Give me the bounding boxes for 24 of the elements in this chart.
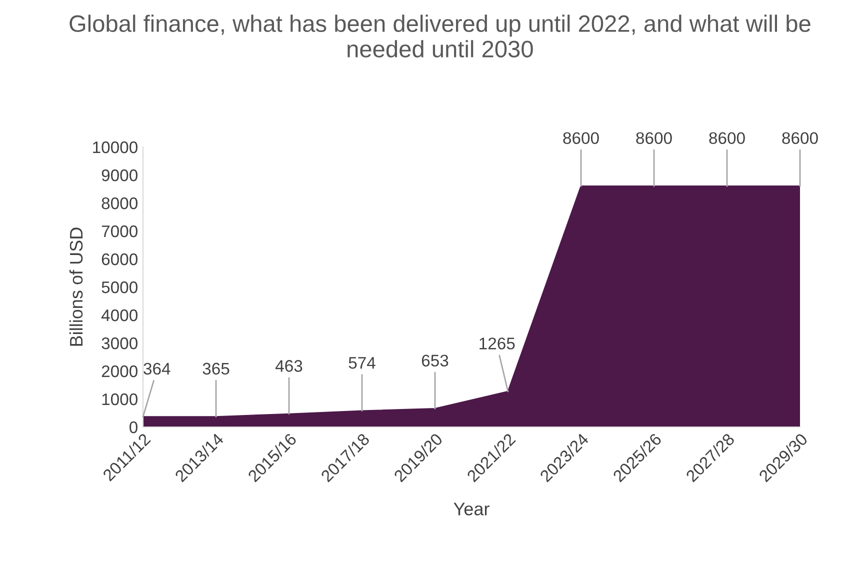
data-label: 653 bbox=[422, 354, 448, 367]
y-tick-label: 8000 bbox=[102, 197, 138, 210]
y-tick-label: 5000 bbox=[102, 281, 138, 294]
y-axis-title: Billions of USD bbox=[69, 228, 83, 346]
y-tick-label: 7000 bbox=[102, 225, 138, 238]
data-label: 8600 bbox=[636, 132, 672, 144]
y-tick-label: 9000 bbox=[102, 169, 138, 182]
y-tick-label: 0 bbox=[130, 421, 138, 434]
data-label: 8600 bbox=[782, 132, 818, 144]
data-label: 364 bbox=[144, 362, 170, 375]
data-label: 574 bbox=[348, 357, 376, 369]
data-label: 463 bbox=[275, 360, 302, 372]
chart-title: Global finance, what has been delivered up until 2022, and what will be needed until 2030 bbox=[70, 14, 810, 58]
data-label: 365 bbox=[202, 362, 230, 375]
y-tick-label: 3000 bbox=[102, 337, 138, 350]
y-tick-label: 10000 bbox=[93, 141, 138, 154]
data-label: 8600 bbox=[709, 132, 745, 144]
y-tick-label: 2000 bbox=[102, 365, 138, 378]
y-tick-label: 4000 bbox=[101, 309, 138, 322]
data-label: 1265 bbox=[480, 338, 515, 350]
y-tick-label: 1000 bbox=[102, 393, 138, 406]
x-axis-title: Year bbox=[454, 502, 490, 516]
y-tick-label: 6000 bbox=[102, 253, 138, 266]
data-label: 8600 bbox=[563, 132, 599, 144]
